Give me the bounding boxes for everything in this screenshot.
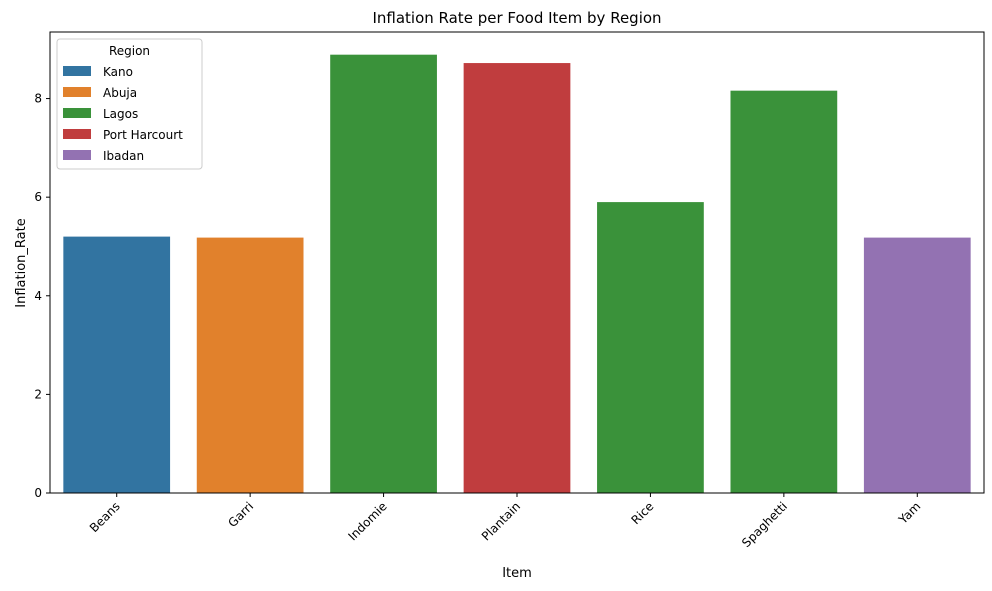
legend-entry: Ibadan [103, 149, 144, 163]
bar-garri [196, 237, 304, 493]
chart-title: Inflation Rate per Food Item by Region [372, 9, 661, 27]
bar-beans [63, 236, 171, 494]
x-tick-label: Yam [895, 499, 923, 527]
x-tick-label: Spaghetti [739, 499, 790, 550]
y-axis-label: Inflation_Rate [14, 218, 29, 307]
y-tick-label: 2 [34, 387, 42, 401]
legend-entry: Kano [103, 65, 133, 79]
x-tick-label: Indomie [346, 499, 390, 543]
x-axis-label: Item [502, 566, 532, 581]
x-tick-label: Garri [225, 499, 256, 530]
legend-entry: Port Harcourt [103, 128, 183, 142]
legend-swatch [63, 129, 91, 139]
legend-swatch [63, 87, 91, 97]
bar-spaghetti [730, 90, 838, 494]
legend-title: Region [109, 44, 150, 58]
bar-rice [597, 202, 704, 493]
legend-swatch [63, 108, 91, 118]
legend-entry: Lagos [103, 107, 138, 121]
x-tick-label: Rice [628, 499, 656, 527]
x-axis-ticks: Beans Garri Indomie Plantain Rice Spaghetti Ya… [87, 493, 923, 550]
y-tick-label: 6 [34, 190, 42, 204]
legend-box [56, 38, 203, 170]
bar-plantain [463, 63, 571, 494]
legend: Region Kano Abuja Lagos Port Harcourt Ibadan [56, 38, 203, 170]
y-tick-label: 8 [34, 92, 42, 106]
legend-swatch [63, 150, 91, 160]
y-tick-label: 4 [34, 289, 42, 303]
bar-yam [863, 237, 971, 493]
x-tick-label: Beans [87, 499, 123, 535]
bars-group [63, 54, 971, 494]
bar-indomie [330, 54, 437, 494]
y-tick-label: 0 [34, 486, 42, 500]
legend-swatch [63, 66, 91, 76]
y-axis-ticks: 0 2 4 6 8 [34, 92, 50, 500]
legend-entry: Abuja [103, 86, 137, 100]
x-tick-label: Plantain [479, 499, 523, 543]
